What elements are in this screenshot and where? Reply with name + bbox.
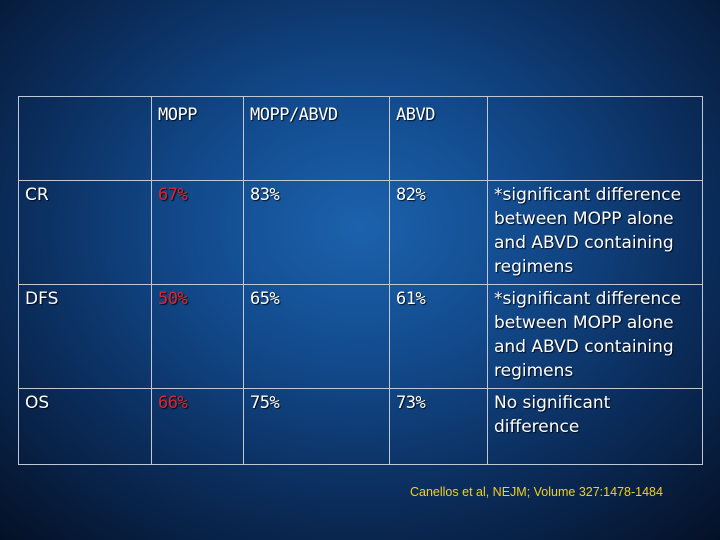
header-cell-empty <box>18 96 152 181</box>
results-table: MOPP MOPP/ABVD ABVD CR 67% 83% 82% *sign… <box>18 96 703 465</box>
cell-cr-note: *significant difference between MOPP alo… <box>487 180 703 285</box>
header-cell-abvd: ABVD <box>389 96 488 181</box>
table-row: DFS 50% 65% 61% *significant difference … <box>18 284 703 389</box>
cell-cr-abvd: 82% <box>389 180 488 285</box>
header-cell-mopp: MOPP <box>151 96 244 181</box>
row-label-dfs: DFS <box>18 284 152 389</box>
header-cell-mopp-abvd: MOPP/ABVD <box>243 96 390 181</box>
row-label-cr: CR <box>18 180 152 285</box>
cell-os-note: No significant difference <box>487 388 703 465</box>
cell-dfs-mopp-abvd: 65% <box>243 284 390 389</box>
header-cell-note <box>487 96 703 181</box>
cell-os-mopp: 66% <box>151 388 244 465</box>
row-label-os: OS <box>18 388 152 465</box>
cell-cr-mopp: 67% <box>151 180 244 285</box>
cell-os-mopp-abvd: 75% <box>243 388 390 465</box>
cell-dfs-note: *significant difference between MOPP alo… <box>487 284 703 389</box>
cell-os-abvd: 73% <box>389 388 488 465</box>
cell-dfs-mopp: 50% <box>151 284 244 389</box>
cell-cr-mopp-abvd: 83% <box>243 180 390 285</box>
citation: Canellos et al, NEJM; Volume 327:1478-14… <box>410 485 663 499</box>
cell-dfs-abvd: 61% <box>389 284 488 389</box>
table-header-row: MOPP MOPP/ABVD ABVD <box>18 96 703 181</box>
table-row: CR 67% 83% 82% *significant difference b… <box>18 180 703 285</box>
table-row: OS 66% 75% 73% No significant difference <box>18 388 703 465</box>
